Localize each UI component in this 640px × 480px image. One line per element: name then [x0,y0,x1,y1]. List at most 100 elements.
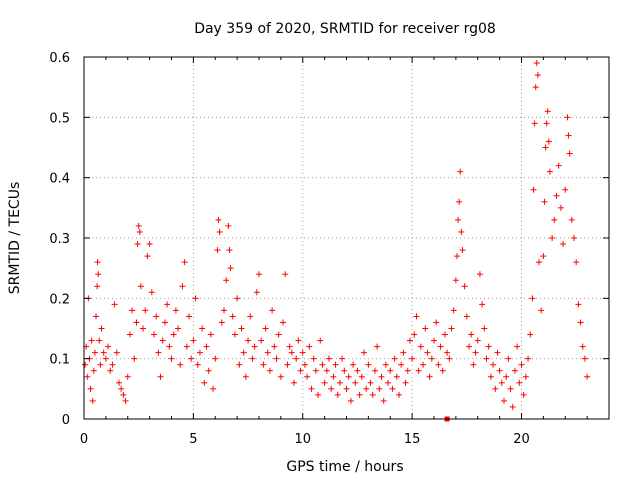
data-point [553,192,560,199]
data-point [226,247,233,254]
axis-ticks [83,56,609,420]
data-point [343,385,350,392]
data-point [490,361,497,368]
data-point [319,361,326,368]
data-point [214,247,221,254]
data-point [380,397,387,404]
data-point [218,319,225,326]
data-point [221,307,227,314]
data-point [179,283,186,290]
data-point [301,361,308,368]
data-point [84,373,91,380]
data-point [105,343,112,350]
x-tick-labels: 0 5 10 15 20 [80,432,530,447]
data-point [534,72,541,79]
data-point [450,307,457,314]
data-point [192,295,199,302]
data-point [282,271,289,278]
data-point [172,307,179,314]
x-tick-label: 0 [80,432,88,447]
data-point [536,259,542,266]
x-axis-label: GPS time / hours [286,459,403,475]
data-point [531,120,538,127]
y-tick-label: 0.2 [49,292,70,307]
data-point [356,391,363,398]
data-point [321,379,328,386]
data-point [485,343,492,350]
data-point [376,385,383,392]
data-point [424,349,431,356]
data-point [456,198,463,205]
data-point [210,385,217,392]
data-point [315,391,322,398]
data-point [113,349,120,356]
data-point [216,228,223,235]
data-point [543,120,550,127]
data-point [562,186,569,193]
data-point [203,343,210,350]
data-point [323,367,330,374]
data-point [245,337,252,344]
data-point [520,391,527,398]
data-point [94,283,101,290]
data-point [295,337,302,344]
data-point [91,349,98,356]
data-point [238,325,245,332]
data-point [166,343,173,350]
data-point [194,361,201,368]
data-point [326,355,332,362]
data-point [439,367,446,374]
data-point [93,313,100,320]
y-tick-labels: 0 0.1 0.2 0.3 0.4 0.5 0.6 [49,51,70,428]
data-point [441,331,448,338]
data-point [557,204,564,211]
data-point [175,325,182,332]
data-point [573,259,580,266]
data-point [188,355,195,362]
data-point [396,391,402,398]
data-point [98,325,105,332]
data-point [444,349,451,356]
data-point [277,373,284,380]
data-point [148,289,155,296]
data-point [494,349,501,356]
data-point [284,361,291,368]
data-point [581,355,588,362]
data-point [215,216,222,223]
data-point [124,373,131,380]
data-point [159,337,166,344]
data-point [347,397,354,404]
data-point [426,373,433,380]
data-point [509,403,516,410]
data-point [247,313,254,320]
data-point [479,301,486,308]
data-point [205,367,212,374]
data-point [503,373,510,380]
data-point [551,216,558,223]
y-tick-label: 0.4 [49,172,70,187]
data-point [170,331,177,338]
data-point [273,355,280,362]
data-point [358,373,365,380]
data-point [466,343,472,350]
data-point [431,337,437,344]
data-point [258,337,265,344]
data-point [155,349,162,356]
data-point [201,379,208,386]
data-point [151,331,157,338]
data-point [371,367,378,374]
data-point [474,337,481,344]
data-point [102,355,109,362]
data-point [229,313,236,320]
data-point [549,235,556,241]
data-point [96,337,103,344]
data-point [385,379,392,386]
data-point [505,355,512,362]
data-point [400,349,407,356]
data-point [402,379,409,386]
data-point [249,355,256,362]
data-point [181,259,188,266]
data-point [334,391,341,398]
data-point [231,331,238,338]
data-point [345,373,352,380]
